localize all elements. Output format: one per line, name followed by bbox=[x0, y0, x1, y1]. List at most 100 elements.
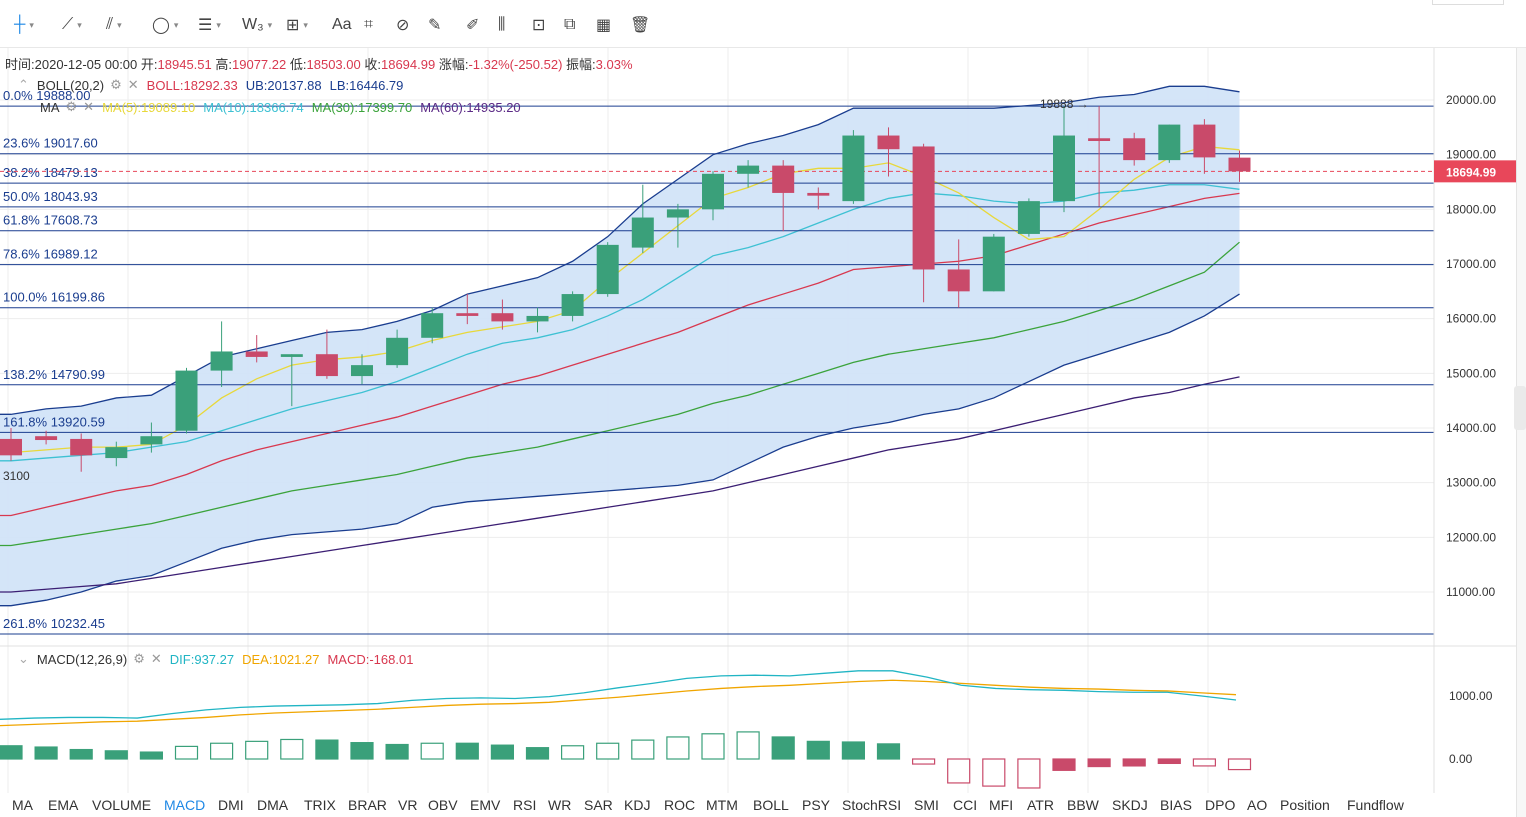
tab-trix[interactable]: TRIX bbox=[304, 797, 336, 813]
measure-tool[interactable]: ⊞ ▾ bbox=[286, 14, 308, 36]
candle-body[interactable] bbox=[175, 370, 198, 431]
candle-body[interactable] bbox=[526, 315, 549, 322]
candle-body[interactable] bbox=[1053, 135, 1075, 202]
candle-body[interactable] bbox=[491, 313, 514, 322]
candle-body[interactable] bbox=[842, 135, 865, 202]
candle-body[interactable] bbox=[35, 436, 58, 441]
chevron-down-icon[interactable]: ▾ bbox=[77, 19, 82, 30]
macd-settings-gear-icon[interactable]: ⚙ bbox=[133, 651, 145, 666]
tab-rsi[interactable]: RSI bbox=[513, 797, 537, 813]
chevron-down-icon[interactable]: ▾ bbox=[216, 19, 221, 30]
candle-body[interactable] bbox=[210, 351, 233, 371]
tab-sar[interactable]: SAR bbox=[584, 797, 613, 813]
candle-body[interactable] bbox=[1193, 124, 1216, 158]
candle-body[interactable] bbox=[631, 217, 654, 248]
tab-smi[interactable]: SMI bbox=[914, 797, 939, 813]
candle-body[interactable] bbox=[807, 192, 830, 196]
tab-mfi[interactable]: MFI bbox=[989, 797, 1014, 813]
boll-close-icon[interactable]: ✕ bbox=[127, 77, 139, 92]
collapse-panel-handle[interactable] bbox=[1514, 386, 1526, 430]
lock-tool[interactable]: ✎ bbox=[428, 14, 441, 36]
tab-dma[interactable]: DMA bbox=[257, 797, 289, 813]
candle-body[interactable] bbox=[70, 438, 93, 456]
tab-position[interactable]: Position bbox=[1280, 797, 1330, 813]
text-tool[interactable]: Aa bbox=[332, 14, 352, 36]
tab-stochrsi[interactable]: StochRSI bbox=[842, 797, 902, 813]
settings-tool[interactable]: ▦ bbox=[596, 14, 611, 36]
candle-body[interactable] bbox=[280, 354, 303, 357]
tab-atr[interactable]: ATR bbox=[1027, 797, 1054, 813]
chart-canvas[interactable]: 0.0% 19888.00 23.6% 19017.60 38.2% 18479.1… bbox=[0, 48, 1516, 793]
tab-psy[interactable]: PSY bbox=[802, 797, 831, 813]
candle-body[interactable] bbox=[1158, 124, 1181, 161]
tab-brar[interactable]: BRAR bbox=[348, 797, 387, 813]
tab-bbw[interactable]: BBW bbox=[1067, 797, 1099, 813]
tab-emv[interactable]: EMV bbox=[470, 797, 501, 813]
candle-body[interactable] bbox=[1088, 138, 1111, 141]
macd-collapse-chevron-icon[interactable]: ⌄ bbox=[18, 651, 29, 666]
candle-body[interactable] bbox=[0, 438, 22, 456]
candle-body[interactable] bbox=[1017, 201, 1040, 234]
macd-close-icon[interactable]: ✕ bbox=[150, 651, 162, 666]
candle-body[interactable] bbox=[772, 165, 795, 193]
shape-tool[interactable]: ◯ ▾ bbox=[152, 14, 178, 36]
ma-settings-gear-icon[interactable]: ⚙ bbox=[65, 99, 78, 114]
top-right-input[interactable] bbox=[1432, 0, 1504, 5]
copy-tool[interactable]: ⧉ bbox=[564, 14, 575, 36]
tab-skdj[interactable]: SKDJ bbox=[1112, 797, 1148, 813]
tab-macd[interactable]: MACD bbox=[164, 797, 206, 813]
ma-close-icon[interactable]: ✕ bbox=[83, 99, 95, 114]
chevron-down-icon[interactable]: ▾ bbox=[117, 19, 122, 30]
magnet-tool[interactable]: ⌗ bbox=[364, 14, 373, 36]
channel-tool[interactable]: ⫽ ▾ bbox=[106, 14, 122, 36]
tab-bias[interactable]: BIAS bbox=[1160, 797, 1192, 813]
tab-fundflow[interactable]: Fundflow bbox=[1347, 797, 1404, 813]
chevron-down-icon[interactable]: ▾ bbox=[29, 19, 34, 30]
chevron-down-icon[interactable]: ▾ bbox=[267, 19, 273, 30]
tab-cci[interactable]: CCI bbox=[953, 797, 978, 813]
candle-body[interactable] bbox=[947, 269, 970, 292]
tab-vr[interactable]: VR bbox=[398, 797, 418, 813]
chevron-down-icon[interactable]: ▾ bbox=[173, 19, 179, 30]
candle-body[interactable] bbox=[561, 294, 584, 316]
tab-kdj[interactable]: KDJ bbox=[624, 797, 651, 813]
candle-body[interactable] bbox=[982, 236, 1005, 292]
line-tool[interactable]: ⟋ ▾ bbox=[62, 14, 82, 36]
crosshair-tool[interactable]: ┼ ▾ bbox=[14, 14, 34, 36]
tab-ema[interactable]: EMA bbox=[48, 797, 79, 813]
multi-tool[interactable]: ⫼ bbox=[498, 14, 505, 36]
draw-tool[interactable]: ✐ bbox=[466, 14, 479, 36]
hide-tool[interactable]: ⊘ bbox=[396, 14, 409, 36]
delete-tool[interactable]: 🗑 bbox=[630, 14, 650, 36]
tab-ao[interactable]: AO bbox=[1247, 797, 1268, 813]
tab-volume[interactable]: VOLUME bbox=[92, 797, 152, 813]
tab-roc[interactable]: ROC bbox=[664, 797, 696, 813]
tab-wr[interactable]: WR bbox=[548, 797, 572, 813]
candle-body[interactable] bbox=[912, 146, 935, 270]
candle-body[interactable] bbox=[666, 209, 689, 218]
candle-body[interactable] bbox=[421, 313, 444, 338]
candle-body[interactable] bbox=[315, 354, 338, 377]
candle-body[interactable] bbox=[245, 351, 268, 357]
tab-dmi[interactable]: DMI bbox=[218, 797, 244, 813]
tab-boll[interactable]: BOLL bbox=[753, 797, 789, 813]
candle-body[interactable] bbox=[702, 173, 724, 210]
candle-body[interactable] bbox=[596, 244, 619, 295]
candle-body[interactable] bbox=[1123, 138, 1146, 161]
candle-body[interactable] bbox=[386, 337, 409, 366]
candle-body[interactable] bbox=[351, 365, 373, 377]
boll-settings-gear-icon[interactable]: ⚙ bbox=[110, 77, 122, 92]
collapse-chevron-icon[interactable]: ⌃ bbox=[18, 77, 29, 92]
candle-body[interactable] bbox=[737, 165, 760, 174]
candle-body[interactable] bbox=[105, 447, 128, 459]
wave-tool[interactable]: W₃ ▾ bbox=[242, 14, 272, 36]
candle-body[interactable] bbox=[1228, 157, 1251, 172]
tab-ma[interactable]: MA bbox=[12, 797, 33, 813]
fib-tool[interactable]: ☰ ▾ bbox=[198, 14, 221, 36]
tab-dpo[interactable]: DPO bbox=[1205, 797, 1236, 813]
tab-obv[interactable]: OBV bbox=[428, 797, 458, 813]
save-tool[interactable]: ⊡ bbox=[532, 14, 545, 36]
tab-mtm[interactable]: MTM bbox=[706, 797, 738, 813]
candle-body[interactable] bbox=[140, 436, 163, 445]
chevron-down-icon[interactable]: ▾ bbox=[303, 19, 308, 30]
